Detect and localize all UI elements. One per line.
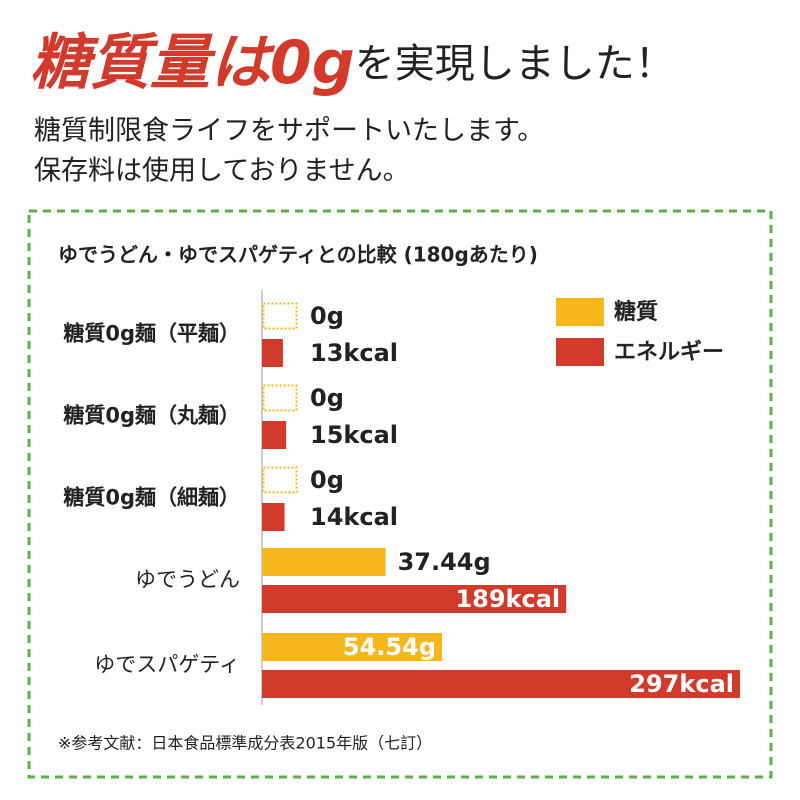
- category-label: 糖質0g麺（丸麺）: [63, 404, 240, 428]
- headline-emphasis: 糖質量は0g: [30, 28, 355, 98]
- value-label: 14kcal: [310, 503, 398, 531]
- empty-placeholder: [262, 466, 298, 494]
- category-label: ゆでスパゲティ: [94, 653, 240, 677]
- value-label: 297kcal: [629, 670, 734, 698]
- bar: [262, 548, 386, 576]
- footnote: ※参考文献：日本食品標準成分表2015年版（七訂）: [58, 734, 432, 753]
- bar: [262, 670, 740, 698]
- value-label: 0g: [310, 384, 344, 412]
- headline-rest: を実現しました！: [355, 41, 675, 87]
- category-label: 糖質0g麺（細麺）: [63, 486, 240, 510]
- value-label: 15kcal: [310, 421, 398, 449]
- value-label: 54.54g: [343, 633, 436, 661]
- legend-label: 糖質: [614, 299, 658, 325]
- legend-label: エネルギー: [614, 340, 724, 365]
- chart-title: ゆでうどん・ゆでスパゲティとの比較 (180gあたり): [58, 243, 538, 267]
- bar: [262, 421, 287, 449]
- bar: [262, 339, 283, 367]
- empty-placeholder: [262, 302, 298, 330]
- bar: [262, 633, 442, 661]
- empty-placeholder: [262, 384, 298, 412]
- legend-swatch: [556, 298, 604, 326]
- legend-swatch: [556, 338, 604, 366]
- value-label: 0g: [310, 302, 344, 330]
- value-label: 0g: [310, 466, 344, 494]
- value-label: 13kcal: [310, 339, 398, 367]
- subtitle-line: 糖質制限食ライフをサポートいたします。: [34, 116, 544, 147]
- category-label: 糖質0g麺（平麺）: [63, 322, 240, 346]
- chart-frame: [27, 209, 773, 779]
- headline: 糖質量は0gを実現しました！: [30, 28, 675, 98]
- value-label: 37.44g: [398, 548, 491, 576]
- bar: [262, 585, 567, 613]
- subtitle-line: 保存料は使用しておりません。: [34, 156, 410, 187]
- value-label: 189kcal: [455, 585, 560, 613]
- category-label: ゆでうどん: [135, 568, 240, 592]
- bar: [262, 503, 285, 531]
